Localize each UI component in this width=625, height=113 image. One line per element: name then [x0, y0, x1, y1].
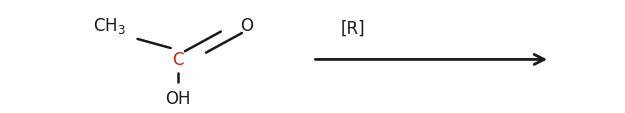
Text: C: C: [173, 51, 184, 69]
Text: OH: OH: [166, 89, 191, 107]
Text: [R]: [R]: [341, 19, 366, 37]
Text: O: O: [241, 17, 253, 35]
Text: CH$_3$: CH$_3$: [93, 16, 126, 36]
